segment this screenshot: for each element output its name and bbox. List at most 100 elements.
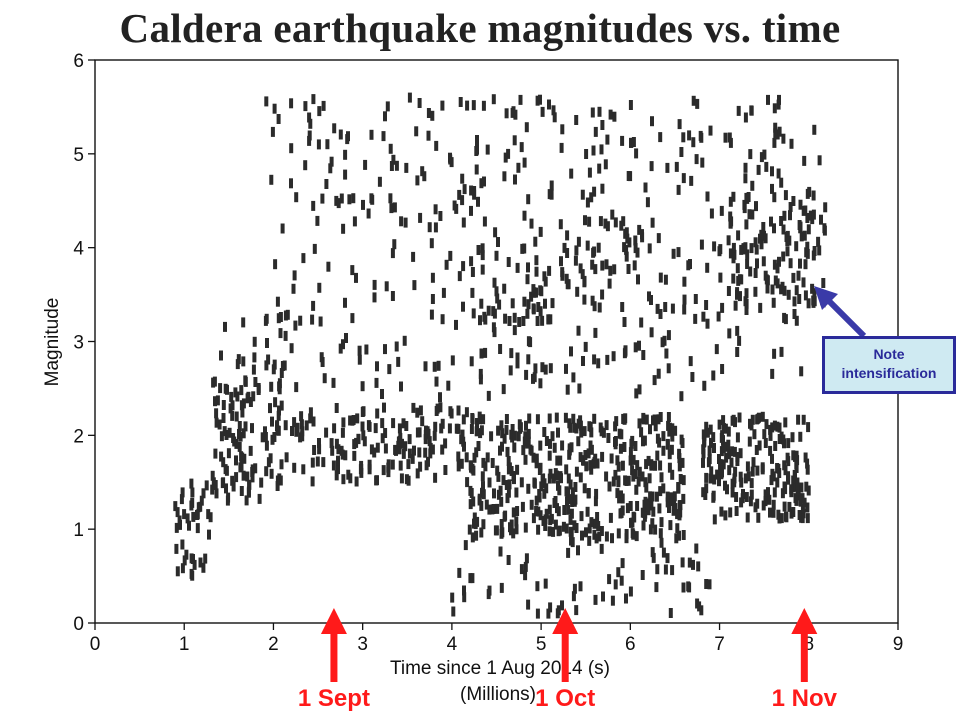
data-point <box>823 202 828 213</box>
data-point <box>315 456 320 467</box>
data-point <box>658 309 663 319</box>
data-point <box>631 137 636 147</box>
data-point <box>542 271 547 282</box>
data-point <box>234 438 239 449</box>
data-point <box>547 473 552 484</box>
data-point <box>677 500 682 511</box>
data-point <box>569 346 573 357</box>
data-point <box>470 287 475 298</box>
data-point <box>658 132 663 143</box>
data-point <box>790 432 795 443</box>
data-point <box>739 497 744 508</box>
data-point <box>217 419 222 430</box>
data-point <box>796 414 801 425</box>
data-point <box>499 420 504 431</box>
data-point <box>605 221 610 232</box>
data-point <box>507 479 512 490</box>
data-point <box>283 330 288 341</box>
data-point <box>543 298 547 309</box>
data-point <box>332 423 337 434</box>
data-point <box>343 149 348 160</box>
data-point <box>584 527 588 538</box>
data-point <box>480 471 485 482</box>
data-point <box>776 509 781 520</box>
data-point <box>330 445 335 456</box>
data-point <box>317 438 321 448</box>
data-point <box>547 526 552 537</box>
data-point <box>561 521 566 532</box>
data-point <box>656 368 661 379</box>
data-point <box>483 314 488 325</box>
data-point <box>385 101 390 112</box>
data-point <box>472 186 477 196</box>
data-point <box>701 311 706 322</box>
data-point <box>588 460 593 471</box>
data-point <box>227 427 232 438</box>
data-point <box>265 338 269 348</box>
data-point <box>427 222 432 233</box>
data-point <box>329 438 334 449</box>
data-point <box>462 184 467 195</box>
data-point <box>341 223 346 234</box>
data-point <box>399 381 403 392</box>
data-point <box>611 476 616 487</box>
data-point <box>315 215 320 226</box>
data-point <box>802 497 807 508</box>
data-point <box>726 286 731 296</box>
data-point <box>694 154 699 165</box>
data-point <box>655 450 660 461</box>
data-point <box>499 496 504 507</box>
data-point <box>800 513 805 524</box>
data-point <box>352 439 357 450</box>
data-point <box>769 216 773 227</box>
data-point <box>460 173 465 184</box>
data-point <box>402 335 407 346</box>
data-point <box>521 445 526 456</box>
data-point <box>522 157 527 168</box>
data-point <box>433 472 438 483</box>
data-point <box>474 530 479 541</box>
data-point <box>668 520 673 531</box>
data-point <box>620 558 625 569</box>
data-point <box>648 491 653 502</box>
data-point <box>456 451 461 462</box>
data-point <box>526 262 530 273</box>
data-point <box>492 488 496 499</box>
data-point <box>298 315 303 326</box>
data-point <box>463 540 468 551</box>
data-point <box>423 361 428 372</box>
data-point <box>386 459 391 470</box>
data-point <box>454 319 458 330</box>
data-point <box>391 418 396 429</box>
data-point <box>628 586 633 597</box>
data-point <box>523 454 528 465</box>
data-point <box>523 561 528 572</box>
data-point <box>600 451 605 462</box>
data-point <box>610 595 615 606</box>
data-point <box>430 294 435 304</box>
data-point <box>241 470 246 481</box>
data-point <box>702 380 707 391</box>
data-point <box>475 144 479 155</box>
data-point <box>303 160 308 171</box>
data-point <box>344 333 348 343</box>
data-point <box>785 236 790 247</box>
data-point <box>735 347 740 357</box>
data-point <box>229 391 234 402</box>
data-point <box>260 432 265 443</box>
data-point <box>743 473 748 484</box>
data-point <box>294 192 299 203</box>
data-point <box>688 356 693 367</box>
data-point <box>343 450 348 461</box>
data-point <box>657 503 662 514</box>
data-point <box>735 432 740 443</box>
data-point <box>640 471 645 482</box>
data-point <box>195 509 200 520</box>
data-point <box>504 424 509 435</box>
data-point <box>772 487 777 498</box>
data-point <box>647 291 651 302</box>
data-point <box>478 368 483 379</box>
data-point <box>773 441 778 451</box>
data-point <box>357 345 362 356</box>
data-point <box>177 515 182 526</box>
